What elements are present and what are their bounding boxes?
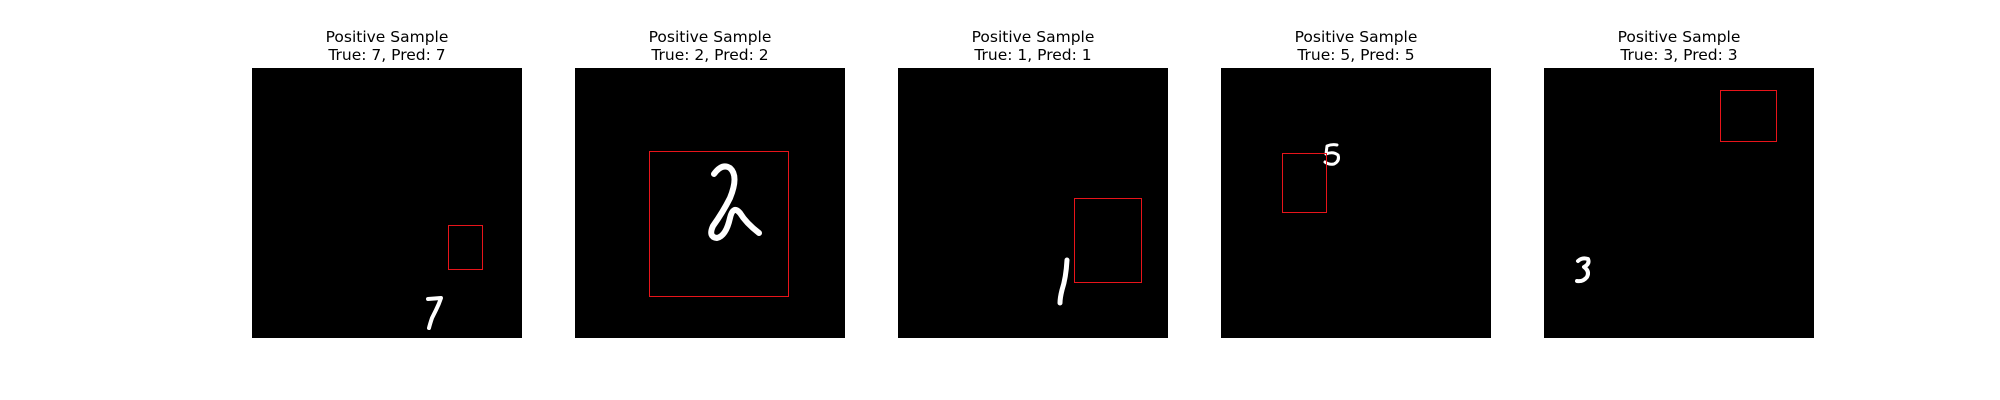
panel-caption-line: True: 2, Pred: 2 [651,46,769,64]
panel-5: Positive Sample True: 3, Pred: 3 [1544,0,1814,340]
prediction-box [1720,90,1777,142]
sample-image [898,68,1168,338]
sample-image [575,68,845,338]
panel-3: Positive Sample True: 1, Pred: 1 [898,0,1168,340]
panel-title: Positive Sample True: 7, Pred: 7 [252,28,522,64]
prediction-box [1282,153,1327,213]
panel-2: Positive Sample True: 2, Pred: 2 [575,0,845,340]
sample-image [1544,68,1814,338]
sample-image [252,68,522,338]
prediction-box [448,225,483,270]
panel-1: Positive Sample True: 7, Pred: 7 [252,0,522,340]
panel-title-line: Positive Sample [1294,28,1418,46]
panel-title: Positive Sample True: 1, Pred: 1 [898,28,1168,64]
panel-title: Positive Sample True: 2, Pred: 2 [575,28,845,64]
panel-title-line: Positive Sample [971,28,1095,46]
digit-5-drawing [1323,143,1340,166]
panel-4: Positive Sample True: 5, Pred: 5 [1221,0,1491,340]
panel-caption-line: True: 3, Pred: 3 [1620,46,1738,64]
panel-title: Positive Sample True: 3, Pred: 3 [1544,28,1814,64]
panel-title: Positive Sample True: 5, Pred: 5 [1221,28,1491,64]
panel-title-line: Positive Sample [325,28,449,46]
digit-7-drawing [426,296,443,330]
panel-title-line: Positive Sample [1617,28,1741,46]
panel-caption-line: True: 7, Pred: 7 [328,46,446,64]
sample-image [1221,68,1491,338]
panel-title-line: Positive Sample [648,28,772,46]
prediction-box [649,151,789,297]
panel-caption-line: True: 1, Pred: 1 [974,46,1092,64]
prediction-box [1074,198,1142,283]
panel-caption-line: True: 5, Pred: 5 [1297,46,1415,64]
digit-3-drawing [1575,256,1591,284]
digit-1-drawing [1057,257,1070,306]
digit-2-drawing [708,163,762,241]
